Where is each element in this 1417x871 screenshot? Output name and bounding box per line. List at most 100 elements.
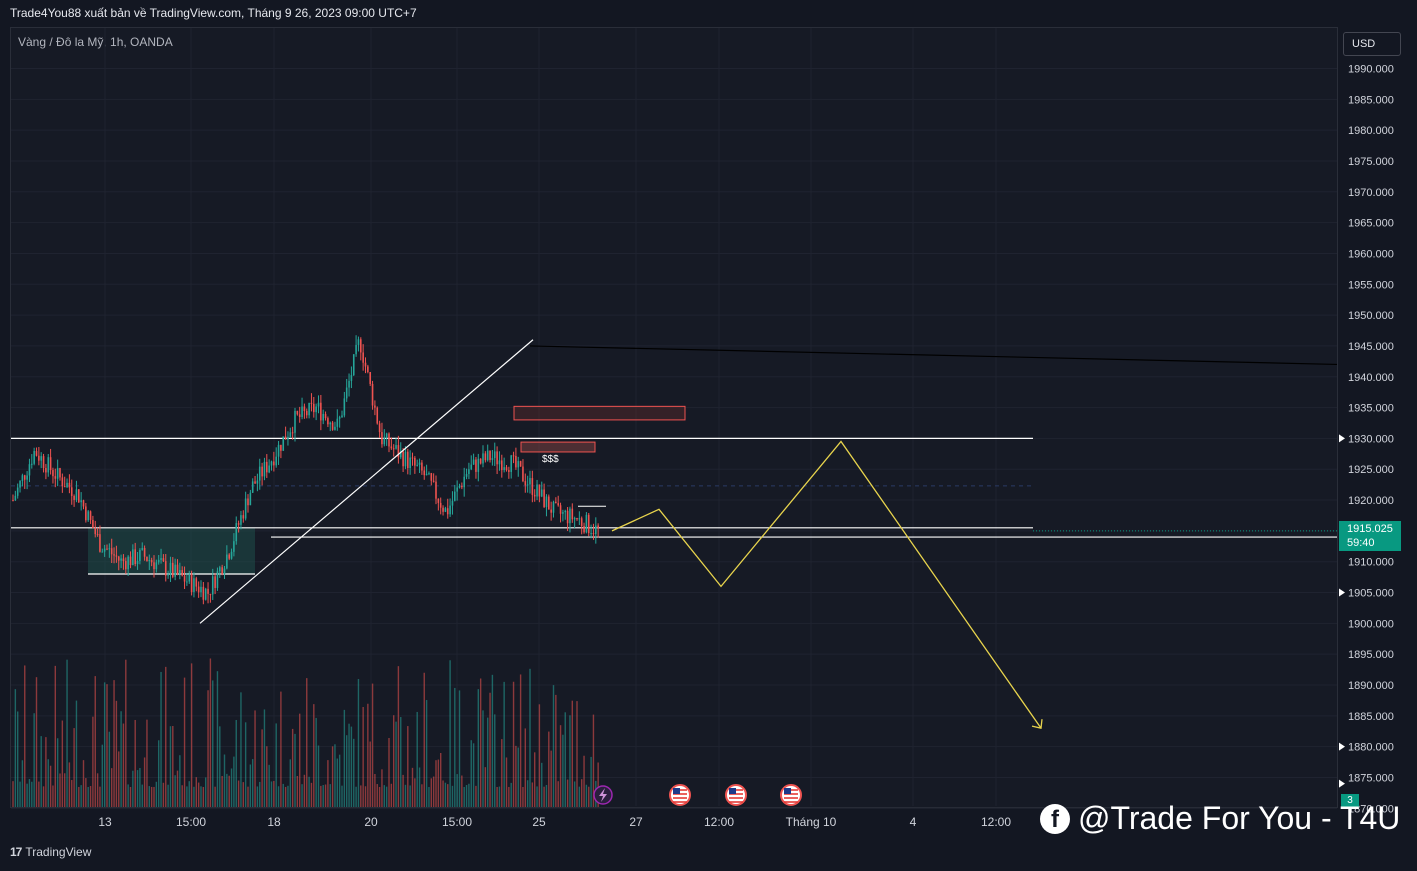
candle-body xyxy=(562,512,564,514)
volume-bar xyxy=(348,723,350,807)
volume-bar xyxy=(291,728,294,807)
volume-bar xyxy=(503,681,505,807)
volume-bar xyxy=(33,713,35,807)
us-flag-icon[interactable] xyxy=(780,784,802,806)
candle-body xyxy=(132,549,134,566)
candle-body xyxy=(195,578,198,587)
candle-body xyxy=(226,554,228,569)
candle-body xyxy=(188,574,191,582)
candle-body xyxy=(66,482,68,488)
candle-body xyxy=(587,514,590,534)
volume-bar xyxy=(252,759,254,807)
candle-body xyxy=(484,453,487,461)
volume-bar xyxy=(197,782,200,807)
volume-bar xyxy=(113,680,115,807)
candle-body xyxy=(216,571,219,588)
volume-bar xyxy=(172,726,174,807)
volume-bar xyxy=(85,778,87,807)
volume-bar xyxy=(409,785,411,807)
tradingview-brand[interactable]: 17 TradingView xyxy=(10,845,91,859)
volume-bar xyxy=(122,723,125,807)
volume-bar xyxy=(92,716,94,807)
projection-arrowhead xyxy=(1031,719,1043,729)
horizontal-levels xyxy=(11,437,1337,575)
candle-body xyxy=(244,498,247,519)
volume-bar xyxy=(313,704,315,807)
volume-bar xyxy=(324,784,327,807)
candle-body xyxy=(355,344,357,355)
candle-body xyxy=(536,484,538,497)
candle-body xyxy=(374,405,376,408)
candle-body xyxy=(336,418,339,427)
us-flag-icon[interactable] xyxy=(669,784,691,806)
volume-bar xyxy=(221,775,223,807)
volume-bar xyxy=(317,745,320,807)
candle-body xyxy=(519,461,522,467)
candle-body xyxy=(296,410,299,415)
volume-bar xyxy=(181,785,183,807)
volume-bar xyxy=(552,685,555,807)
axis-marker-icon xyxy=(1339,588,1345,597)
volume-bar xyxy=(209,658,212,807)
volume-bar xyxy=(273,780,275,807)
candle-body xyxy=(458,485,461,488)
volume-bar xyxy=(461,775,463,807)
volume-bar xyxy=(169,726,172,807)
candle-body xyxy=(446,508,449,515)
candle-body xyxy=(566,510,569,524)
volume-bar xyxy=(322,785,324,807)
volume-bar xyxy=(489,692,491,807)
volume-bar xyxy=(508,786,510,807)
candle-body xyxy=(110,548,113,555)
price-tick-label: 1925.000 xyxy=(1348,464,1394,476)
candle-body xyxy=(573,518,576,520)
volume-bar xyxy=(228,775,230,807)
volume-bar xyxy=(362,706,364,807)
volume-bar xyxy=(320,785,322,807)
candle-body xyxy=(505,467,508,471)
candle-body xyxy=(550,509,552,513)
volume-bar xyxy=(367,703,369,807)
price-tick-label: 1870.000 xyxy=(1348,803,1394,815)
candle-body xyxy=(416,464,418,466)
candle-body xyxy=(266,461,268,473)
facebook-icon: f xyxy=(1040,803,1070,834)
lightning-icon[interactable] xyxy=(593,785,613,805)
time-tick-label: 25 xyxy=(532,815,546,829)
candle-body xyxy=(503,467,505,471)
candle-body xyxy=(125,561,127,570)
us-flag-icon[interactable] xyxy=(725,784,747,806)
symbol-legend[interactable]: Vàng / Đô la Mỹ, 1h, OANDA xyxy=(18,35,173,49)
price-axis[interactable] xyxy=(1339,27,1417,808)
candle-body xyxy=(21,475,24,481)
volume-bar xyxy=(195,777,197,807)
candle-body xyxy=(167,574,169,576)
candle-body xyxy=(193,578,195,593)
price-tick-label: 1990.000 xyxy=(1348,64,1394,76)
axis-count-badge[interactable]: 3 xyxy=(1341,794,1359,808)
projection-path xyxy=(611,440,1042,729)
candle-body xyxy=(186,581,188,583)
volume-bar xyxy=(52,785,54,807)
candle-body xyxy=(31,463,33,465)
candle-body xyxy=(367,366,369,373)
currency-button[interactable]: USD xyxy=(1343,32,1401,56)
volume-bar xyxy=(249,764,252,807)
candle-body xyxy=(82,500,85,507)
candle-body xyxy=(14,495,17,501)
candle-body xyxy=(451,500,454,506)
candle-body xyxy=(510,455,512,472)
volume-bar xyxy=(230,768,233,807)
candle-body xyxy=(263,461,266,477)
volume-bar xyxy=(73,728,75,807)
chart-pane[interactable] xyxy=(10,27,1338,808)
candle-body xyxy=(320,402,322,421)
candle-body xyxy=(395,445,397,449)
candle-body xyxy=(120,558,122,561)
event-icons xyxy=(593,784,802,806)
candle-body xyxy=(251,481,254,493)
volume-bar xyxy=(512,681,515,807)
candle-body xyxy=(23,475,26,480)
candle-body xyxy=(89,511,92,520)
